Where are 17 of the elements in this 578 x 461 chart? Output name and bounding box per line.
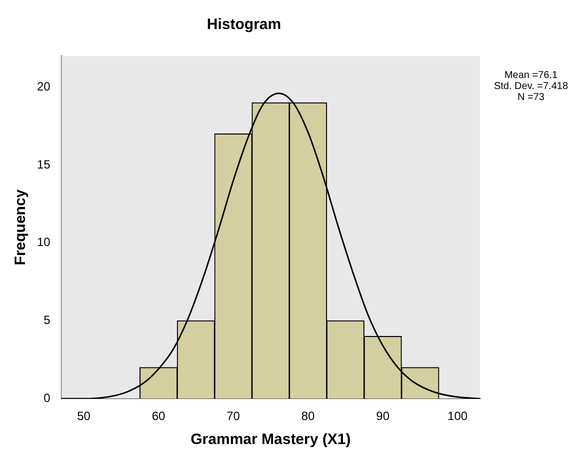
x-tick-label: 50: [77, 409, 91, 424]
y-tick-label: 5: [44, 313, 51, 328]
y-tick-label: 0: [44, 390, 51, 405]
x-axis-title: Grammar Mastery (X1): [190, 431, 351, 448]
y-tick-label: 15: [36, 157, 51, 172]
x-tick-label: 80: [301, 409, 316, 424]
text: N =73: [516, 92, 546, 103]
x-tick-label: 90: [376, 409, 390, 424]
x-tick-label: 70: [226, 409, 240, 424]
text: Mean =76.1: [503, 70, 559, 81]
x-tick-label: 100: [448, 409, 468, 424]
y-axis-title: Frequency: [12, 188, 30, 266]
x-tick-label: 60: [152, 409, 166, 424]
y-tick-label: 20: [36, 79, 51, 94]
y-tick-label: 10: [36, 235, 51, 250]
chart-title: Histogram: [206, 16, 282, 34]
text: Std. Dev. =7.418: [492, 81, 570, 92]
